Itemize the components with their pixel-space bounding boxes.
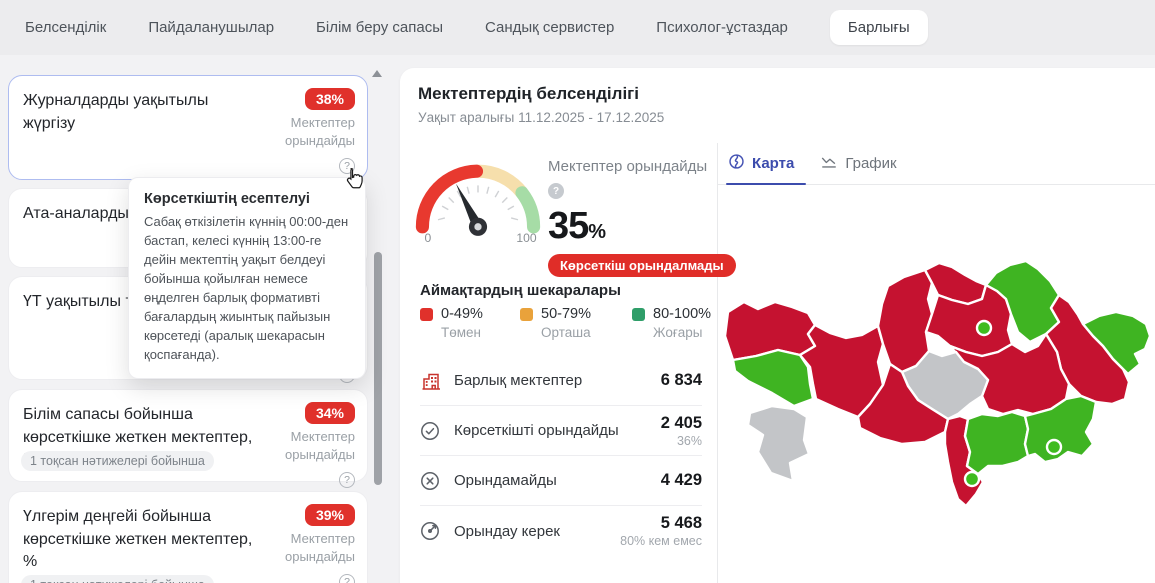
city-marker-shymkent[interactable] <box>963 470 981 488</box>
card-journals[interactable]: Журналдарды уақытылы жүргізу 38% Мектепт… <box>8 75 368 180</box>
legend-swatch-low <box>420 307 433 321</box>
region-zhambyl[interactable] <box>963 410 1030 476</box>
scroll-up-arrow[interactable] <box>372 70 382 77</box>
region-north-kazakhstan[interactable] <box>923 261 988 306</box>
gauge-label: Мектептер орындайды <box>548 158 708 175</box>
tab-map[interactable]: Карта <box>728 153 794 174</box>
quarter-tag: 1 тоқсан нәтижелері бойынша <box>21 575 214 583</box>
nav-item-belsendilik[interactable]: Белсенділік <box>25 19 107 36</box>
nav-item-paidalanushylar[interactable]: Пайдаланушылар <box>148 19 275 36</box>
region-east-kazakhstan[interactable] <box>1081 310 1152 376</box>
legend-item-low: 0-49% Төмен <box>420 306 483 340</box>
help-tooltip: Көрсеткіштің есептелуі Сабақ өткізілетін… <box>128 177 366 379</box>
region-akmola[interactable] <box>924 283 1014 358</box>
x-circle-icon <box>420 471 444 491</box>
region-kyzylorda[interactable] <box>856 362 950 446</box>
question-icon[interactable]: ? <box>548 183 564 199</box>
gauge-chart: 0 100 <box>412 148 544 249</box>
legend-title: Аймақтардың шекаралары <box>420 282 621 299</box>
status-badge: Көрсеткіш орындалмады <box>548 254 736 277</box>
cursor-pointer-hand <box>343 167 364 197</box>
card-title: Ата-аналардың <box>23 205 138 222</box>
active-tab-underline <box>726 182 806 185</box>
nav-item-bilim-beru[interactable]: Білім беру сапасы <box>316 19 443 36</box>
stat-row-total: Барлық мектептер 6 834 <box>420 356 702 406</box>
quarter-tag: 1 тоқсан нәтижелері бойынша <box>21 451 214 471</box>
question-icon[interactable]: ? <box>339 574 355 583</box>
percent-badge: 38% <box>304 88 355 110</box>
legend-swatch-mid <box>520 307 533 321</box>
card-title: ҮТ уақытылы т <box>23 293 133 310</box>
legend-item-high: 80-100% Жоғары <box>632 306 711 340</box>
legend-item-mid: 50-79% Орташа <box>520 306 591 340</box>
view-tabs: Карта График <box>718 143 1155 185</box>
region-jetisu-almaty[interactable] <box>1023 394 1098 464</box>
gauge-ticks <box>437 185 519 221</box>
card-title: Үлгерім деңгейі бойынша көрсеткішке жетк… <box>23 508 253 571</box>
card-title: Журналдарды уақытылы жүргізу <box>23 92 209 132</box>
tab-chart[interactable]: График <box>820 153 897 175</box>
target-icon <box>420 521 444 541</box>
vertical-divider <box>717 143 718 583</box>
question-icon[interactable]: ? <box>339 472 355 489</box>
gauge-min-label: 0 <box>424 231 431 244</box>
gauge-needle <box>455 183 483 230</box>
region-mangystau[interactable] <box>746 404 811 483</box>
stats-list: Барлық мектептер 6 834 Көрсеткішті орынд… <box>420 356 702 556</box>
region-atyrau[interactable] <box>731 348 815 408</box>
map-globe-icon <box>728 153 745 174</box>
percent-badge: 39% <box>304 504 355 526</box>
city-marker-astana[interactable] <box>975 319 993 337</box>
building-icon <box>420 370 444 392</box>
date-range: Уақыт аралығы 11.12.2025 - 17.12.2025 <box>418 110 665 125</box>
question-icon[interactable]: ? <box>339 158 355 175</box>
badge-caption: Мектептер орындайды <box>285 115 355 148</box>
nav-item-barlygy[interactable]: Барлығы <box>829 10 928 45</box>
top-nav: Белсенділік Пайдаланушылар Білім беру са… <box>0 0 1155 55</box>
main-panel: Мектептердің белсенділігі Уақыт аралығы … <box>400 68 1155 583</box>
card-quality[interactable]: Білім сапасы бойынша көрсеткішке жеткен … <box>8 389 368 489</box>
badge-caption: Мектептер орындайды <box>285 531 355 564</box>
badge-caption: Мектептер орындайды <box>285 429 355 462</box>
gauge-max-label: 100 <box>516 231 536 244</box>
card-progress[interactable]: Үлгерім деңгейі бойынша көрсеткішке жетк… <box>8 491 368 583</box>
nav-item-psiholog[interactable]: Психолог-ұстаздар <box>656 19 788 36</box>
percent-badge: 34% <box>304 402 355 424</box>
kazakhstan-map <box>720 203 1152 543</box>
gauge-arc-high <box>515 186 541 234</box>
tooltip-body: Сабақ өткізілетін күннің 00:00-ден баста… <box>144 214 349 362</box>
stat-row-target: Орындау керек 5 468 80% кем емес <box>420 506 702 556</box>
stat-row-meets: Көрсеткішті орындайды 2 405 36% <box>420 406 702 456</box>
page-title: Мектептердің белсенділігі <box>418 84 639 103</box>
line-chart-icon <box>820 153 838 175</box>
legend-swatch-high <box>632 307 645 321</box>
check-circle-icon <box>420 421 444 441</box>
nav-item-sandyq-servister[interactable]: Сандық сервистер <box>484 19 615 36</box>
gauge-arc-mid <box>476 164 528 198</box>
gauge-arc-low <box>415 164 484 234</box>
city-marker-almaty[interactable] <box>1045 438 1063 456</box>
tooltip-title: Көрсеткіштің есептелуі <box>144 191 310 207</box>
scrollbar-thumb[interactable] <box>374 252 382 485</box>
gauge-value: 35% <box>548 205 607 247</box>
stat-row-fails: Орындамайды 4 429 <box>420 456 702 506</box>
